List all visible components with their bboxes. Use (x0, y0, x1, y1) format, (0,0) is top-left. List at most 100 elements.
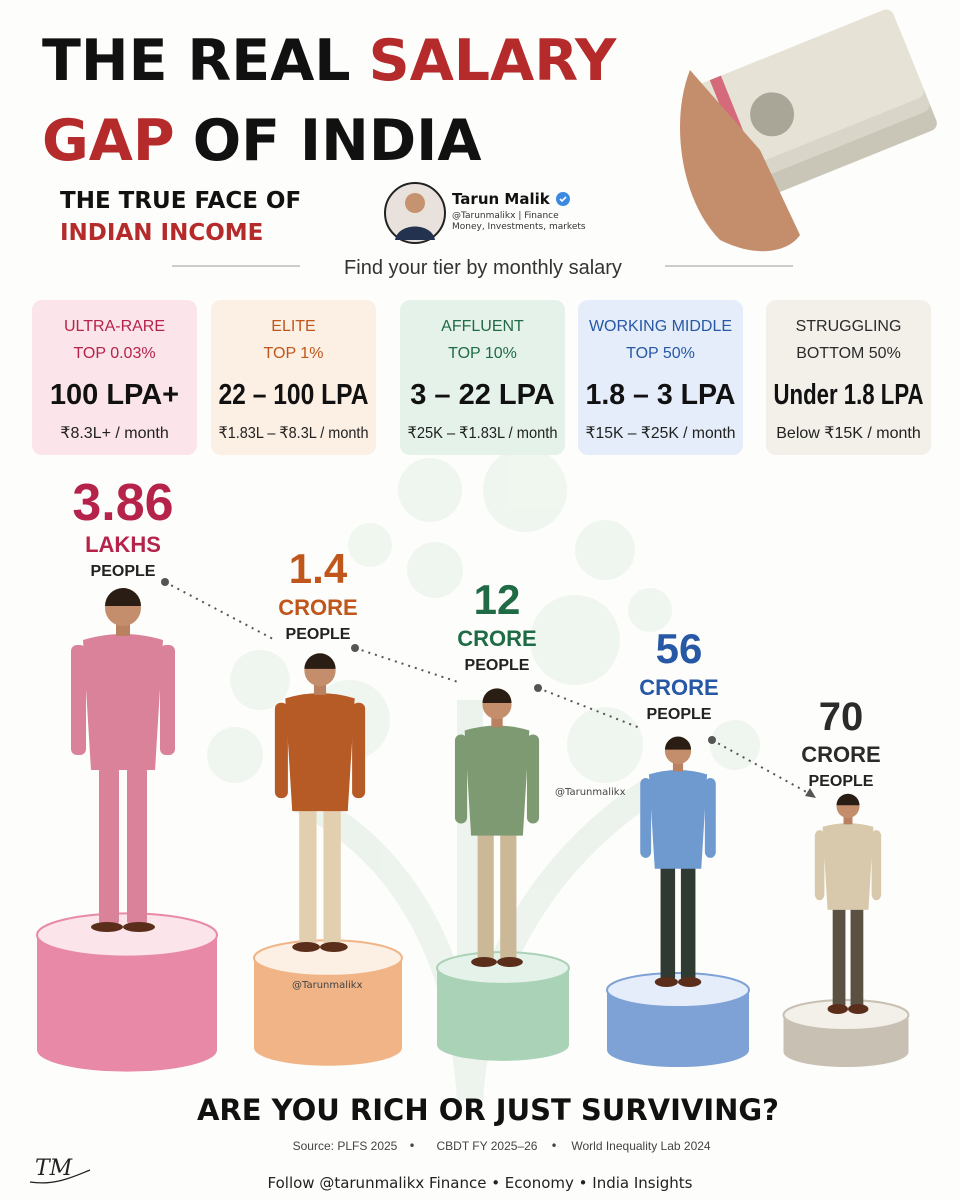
subtitle-line-1: THE TRUE FACE OF (60, 188, 301, 214)
title-word: THE REAL (42, 28, 351, 94)
title-line-2: GAP OF INDIA (42, 108, 481, 174)
coin (207, 727, 263, 783)
tier-monthly: ₹25K – ₹1.83L / month (408, 425, 558, 442)
count-people: PEOPLE (91, 563, 156, 580)
count-unit: LAKHS (85, 532, 161, 557)
count: 1.4 (289, 545, 348, 592)
source-separator: • (550, 1139, 557, 1153)
tier-label: STRUGGLING (796, 318, 902, 335)
signature-stroke (29, 1169, 91, 1184)
person-shoe (123, 922, 155, 932)
person-hair (105, 588, 141, 606)
subtitle-line-2: INDIAN INCOME (60, 220, 263, 246)
person-shoe (827, 1004, 848, 1014)
tier-rank: TOP 1% (264, 345, 324, 362)
avatar-body (395, 226, 435, 240)
person-leg (832, 903, 846, 1009)
coin (407, 542, 463, 598)
tier-monthly: ₹8.3L+ / month (60, 425, 168, 442)
person-shoe (497, 957, 523, 967)
coin (575, 520, 635, 580)
author-handle: @Tarunmalikx | Finance (452, 211, 559, 221)
person-arm (526, 734, 540, 824)
podium-body (37, 935, 217, 1072)
count: 70 (819, 695, 864, 739)
sources: Source: PLFS 2025 CBDT FY 2025–26 • World I… (293, 1139, 711, 1153)
tier-card (578, 300, 743, 455)
connector-dot (708, 736, 716, 744)
avatar-head (405, 193, 425, 213)
count-unit: CRORE (457, 626, 536, 651)
tier-rank: TOP 0.03% (73, 345, 155, 362)
person-arm (274, 702, 288, 799)
count-people: PEOPLE (286, 626, 351, 643)
person-leg (99, 760, 119, 925)
tier-monthly: ₹15K – ₹25K / month (586, 425, 736, 442)
tier-label: ELITE (271, 318, 315, 335)
count-people: PEOPLE (465, 657, 530, 674)
person-torso (464, 725, 530, 836)
signature: TM (35, 1156, 73, 1181)
title-line-1: THE REAL SALARY (42, 28, 617, 94)
title-word: OF INDIA (193, 108, 482, 174)
count: 3.86 (72, 474, 173, 532)
person-neck (672, 759, 684, 772)
podium-top (782, 999, 910, 1031)
person-hair (304, 653, 336, 669)
person-leg (680, 861, 696, 982)
person-hair (664, 736, 692, 750)
note-bundle (688, 9, 924, 176)
tier-monthly: Below ₹15K / month (776, 425, 920, 442)
person-torso (822, 823, 874, 910)
coin (710, 720, 760, 770)
coin (530, 595, 620, 685)
person-arm (454, 734, 468, 824)
tier-annual: 22 – 100 LPA (219, 379, 369, 411)
source: CBDT FY 2025–26 (437, 1139, 538, 1153)
person-torso (83, 634, 163, 770)
tier-annual: 3 – 22 LPA (410, 379, 555, 411)
person-torso (285, 693, 355, 812)
money-illustration (680, 9, 937, 252)
person-shoe (654, 977, 678, 987)
coin (398, 458, 462, 522)
tier-card (400, 300, 565, 455)
title-highlight: SALARY (369, 28, 617, 94)
verified-check (559, 196, 567, 203)
arrow-head (805, 788, 816, 798)
portrait (750, 92, 795, 137)
tier-label: WORKING MIDDLE (589, 318, 732, 335)
tier-annual: Under 1.8 LPA (774, 379, 924, 411)
connector (537, 687, 641, 729)
person-arm (871, 830, 882, 901)
person-leg (323, 802, 341, 946)
source-separator: • (408, 1139, 415, 1153)
tier-rank: TOP 50% (626, 345, 695, 362)
footer: Follow @tarunmalikx Finance • Economy • … (268, 1174, 693, 1192)
person-torso (648, 769, 708, 869)
person-arm (814, 830, 825, 901)
connector-dot (351, 644, 359, 652)
person-leg (850, 903, 864, 1009)
count-unit: CRORE (801, 742, 880, 767)
person-leg (477, 827, 494, 961)
count: 56 (656, 625, 703, 672)
source: Source: PLFS 2025 (293, 1139, 398, 1153)
coin (483, 448, 567, 532)
person-arm (71, 645, 86, 755)
tier-prompt: Find your tier by monthly salary (344, 257, 622, 279)
tier-annual: 1.8 – 3 LPA (586, 379, 736, 411)
person-hair (482, 688, 512, 703)
coin (628, 588, 672, 632)
hand (680, 70, 800, 252)
person-shoe (292, 942, 320, 952)
person-leg (500, 827, 517, 961)
tier-label: AFFLUENT (441, 318, 524, 335)
connector (711, 739, 813, 796)
connector-dot (161, 578, 169, 586)
tier-cards: ULTRA-RARE TOP 0.03% 100 LPA+ ₹8.3L+ / mont… (32, 300, 931, 455)
watermark: @Tarunmalikx (292, 980, 363, 991)
